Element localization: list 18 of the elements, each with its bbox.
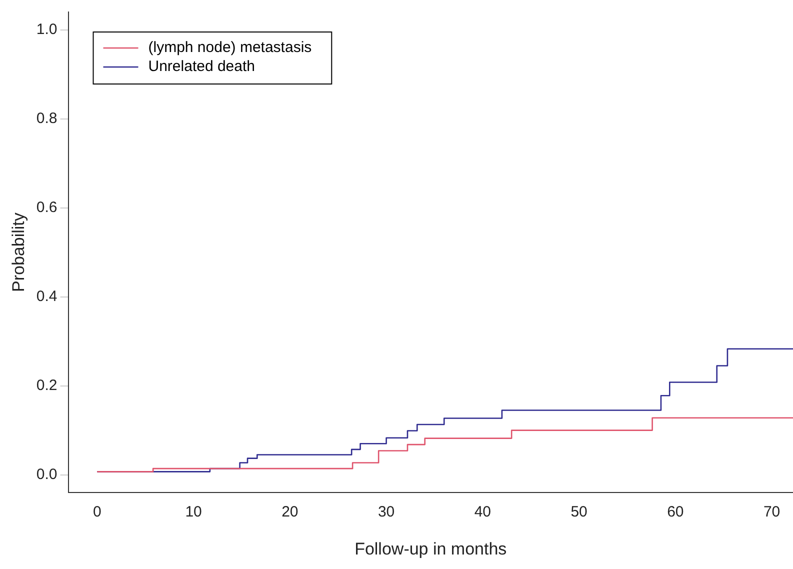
x-tick-label: 40 — [474, 504, 492, 521]
x-tick-label: 60 — [667, 504, 684, 521]
legend-label: Unrelated death — [148, 58, 255, 76]
x-tick-label: 50 — [570, 504, 588, 521]
x-tick-label: 0 — [92, 504, 102, 521]
x-axis-title: Follow-up in months — [354, 539, 507, 558]
y-axis-title: Probability — [8, 212, 28, 292]
x-tick-label: 70 — [763, 504, 780, 521]
y-tick-label: 0.2 — [36, 376, 58, 394]
x-tick-label: 20 — [282, 504, 298, 521]
legend-label: (lymph node) metastasis — [148, 39, 312, 56]
y-tick-label: 0.8 — [36, 110, 58, 127]
y-tick-label: 1.0 — [36, 20, 58, 38]
y-tick-label: 0.0 — [36, 466, 58, 483]
x-tick-label: 10 — [185, 504, 202, 521]
y-tick-label: 0.4 — [36, 288, 58, 305]
y-tick-label: 0.6 — [36, 198, 58, 216]
x-tick-label: 30 — [378, 504, 395, 521]
